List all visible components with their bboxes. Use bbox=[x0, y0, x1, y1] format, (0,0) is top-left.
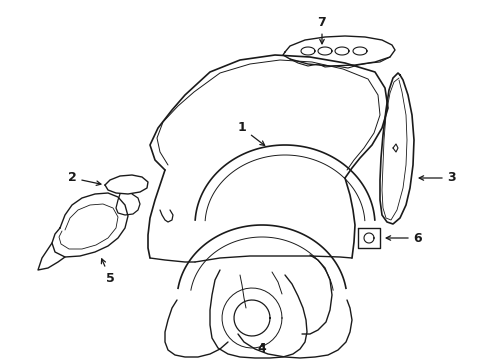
Text: 6: 6 bbox=[386, 231, 422, 244]
Text: 7: 7 bbox=[317, 15, 325, 44]
Text: 4: 4 bbox=[257, 342, 266, 355]
Text: 3: 3 bbox=[418, 171, 455, 184]
Text: 1: 1 bbox=[237, 121, 264, 145]
Text: 2: 2 bbox=[67, 171, 101, 185]
Text: 5: 5 bbox=[101, 259, 114, 284]
